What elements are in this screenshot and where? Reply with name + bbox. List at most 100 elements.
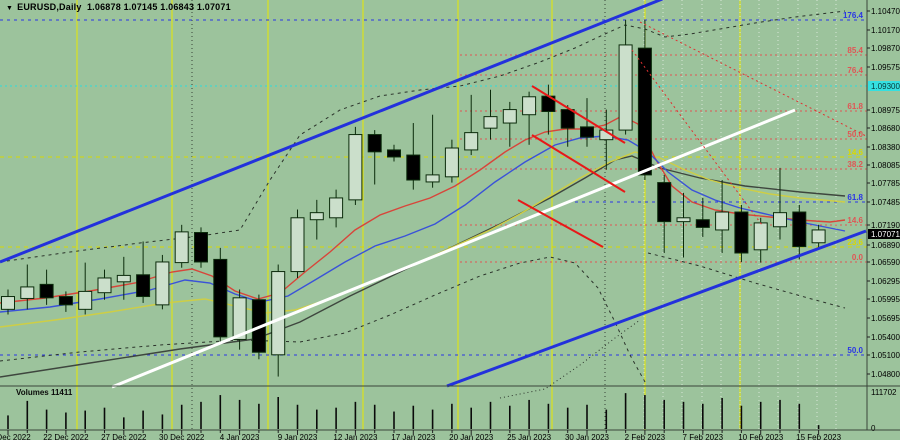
red-channel-upper[interactable] [531,85,626,144]
candle-bullish[interactable] [676,217,691,223]
candle-bullish[interactable] [618,44,633,131]
candle-bullish[interactable] [309,212,324,221]
candle-bullish[interactable] [483,116,498,129]
fib-level-label: 0.0 [852,253,864,262]
volume-pane [0,385,900,429]
candle-bullish[interactable] [753,222,768,251]
bollinger-lower [0,256,646,383]
bid-price-chip [868,229,900,239]
price-label: 1.07785 [871,179,900,188]
volume-scale-zero: 0 [871,424,876,433]
candle-bullish[interactable] [502,109,517,124]
fib-level-label: 61.8 [847,193,863,202]
price-label: 1.04800 [871,370,900,379]
date-label: 7 Feb 2023 [683,433,724,440]
date-label: 27 Dec 2022 [101,433,147,440]
candle-bearish[interactable] [580,126,594,138]
trendline-layer[interactable] [0,0,867,389]
fib-level-label: 38.2 [847,160,863,169]
candle-bullish[interactable] [715,211,730,231]
candle-bullish[interactable] [290,217,305,273]
candle-bearish[interactable] [387,149,401,158]
candle-bullish[interactable] [116,274,131,283]
price-label: 1.08680 [871,124,900,133]
date-label: 20 Jan 2023 [449,433,494,440]
date-label: 30 Jan 2023 [565,433,610,440]
fib-level-label: 14.6 [847,216,863,225]
candle-bullish[interactable] [78,290,93,310]
candle-bearish[interactable] [367,134,382,153]
candle-bearish[interactable] [39,283,54,299]
candle-bullish[interactable] [444,147,459,178]
candle-bearish[interactable] [560,109,575,129]
price-axis[interactable]: 1.10470 1.10170 1.09870 1.09575 1.08975 1.086… [866,0,900,433]
date-label: 4 Jan 2023 [220,433,260,440]
volume-indicator-label: Volumes 11411 [16,388,73,397]
date-label: 2 Feb 2023 [625,433,666,440]
price-label: 1.09870 [871,44,900,53]
candle-bearish[interactable] [136,274,151,298]
red-channel-inner[interactable] [517,199,604,248]
line-price-chip [868,81,900,91]
candle-bearish[interactable] [406,154,421,181]
rising-support[interactable] [446,229,867,388]
candle-bullish[interactable] [20,286,35,299]
ma-yellow [0,151,846,328]
date-label: 22 Dec 2022 [43,433,89,440]
ascending-channel-upper[interactable] [0,0,690,264]
candle-bullish[interactable] [97,277,112,294]
date-axis[interactable]: 19 Dec 2022 22 Dec 2022 27 Dec 2022 30 Dec … [0,429,900,440]
date-label: 25 Jan 2023 [507,433,552,440]
candle-bullish[interactable] [155,261,170,306]
volume-scale-max: 111702 [871,388,897,397]
candle-bullish[interactable] [811,229,826,244]
candle-bearish[interactable] [695,219,710,228]
dotted-rising [499,319,641,399]
bollinger-lower-right [647,252,846,309]
ma-red [0,115,846,304]
down-triangle-icon[interactable]: ▼ [6,5,14,12]
candle-bearish[interactable] [213,258,228,338]
candle-bearish[interactable] [58,296,73,306]
price-label: 1.07190 [871,221,900,230]
candle-bearish[interactable] [637,47,652,176]
chart-title: ▼ EURUSD,Daily 1.06878 1.07145 1.06843 1.… [6,2,231,12]
candle-bullish[interactable] [1,296,15,310]
fib-level-label: 85.4 [847,46,863,55]
candle-bullish[interactable] [773,212,787,228]
candle-bearish[interactable] [734,211,749,254]
symbol-period-label: EURUSD,Daily [17,2,82,12]
price-label: 1.09575 [871,63,900,72]
fib-level-label: 176.4 [843,11,864,20]
date-label: 15 Feb 2023 [796,433,841,440]
candle-bullish[interactable] [522,96,537,116]
candle-bullish[interactable] [174,231,189,264]
candle-bearish[interactable] [194,232,208,263]
fib-fan-dotted[interactable] [631,49,763,226]
candle-bullish[interactable] [348,134,363,201]
candle-bullish[interactable] [329,197,344,219]
candle-bearish[interactable] [657,182,672,223]
candles-layer [1,19,826,377]
fib-level-label: 50.0 [847,346,863,355]
date-label: 17 Jan 2023 [391,433,436,440]
fib-fan-dotted[interactable] [639,21,867,137]
candle-bearish[interactable] [792,211,807,248]
candle-bullish[interactable] [464,132,479,151]
price-label: 1.08085 [871,161,900,170]
red-channel-lower[interactable] [531,134,626,193]
price-label: 1.10470 [871,7,900,16]
candle-bullish[interactable] [232,297,247,340]
candle-bullish[interactable] [271,271,286,356]
candle-bullish[interactable] [425,174,440,183]
price-label: 1.06590 [871,258,900,267]
price-label: 1.05400 [871,333,900,342]
fib-level-label: 23.6 [847,238,863,247]
bid-price-label: 1.07071 [871,230,900,239]
date-label: 12 Jan 2023 [333,433,378,440]
fib-level-label: 76.4 [847,66,863,75]
ohlc-readout: 1.06878 1.07145 1.06843 1.07071 [86,2,231,12]
ascending-channel-white[interactable] [111,108,796,389]
